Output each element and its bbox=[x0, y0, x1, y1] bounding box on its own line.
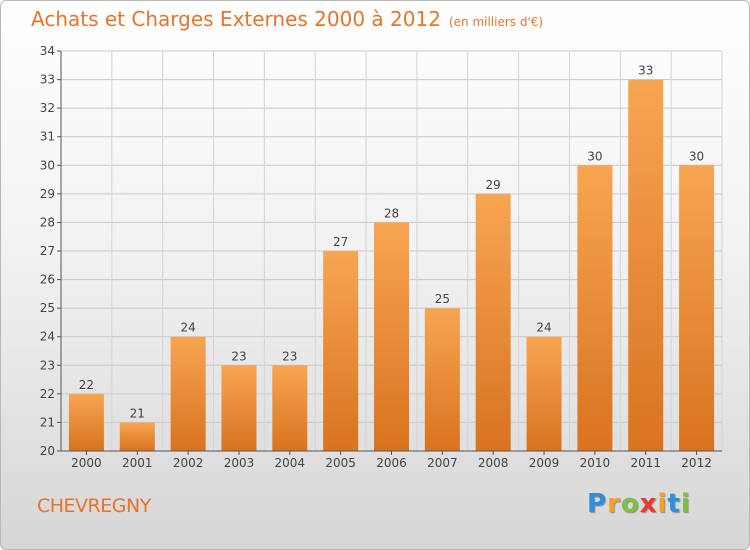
data-label: 25 bbox=[435, 292, 450, 306]
y-tick-label: 22 bbox=[40, 387, 55, 401]
y-tick-label: 26 bbox=[40, 273, 55, 287]
data-label: 24 bbox=[180, 321, 195, 335]
x-tick-label: 2009 bbox=[529, 456, 560, 470]
bar-2003 bbox=[221, 365, 257, 451]
x-tick-label: 2006 bbox=[376, 456, 407, 470]
bar-2006 bbox=[374, 222, 409, 451]
logo-letter: r bbox=[607, 489, 621, 519]
data-label: 22 bbox=[79, 378, 94, 392]
bar-2007 bbox=[424, 308, 460, 451]
y-tick-label: 30 bbox=[40, 158, 55, 172]
bar-2010 bbox=[577, 165, 613, 452]
logo-letter: x bbox=[639, 489, 658, 519]
x-tick-label: 2000 bbox=[71, 456, 102, 470]
y-tick-label: 21 bbox=[40, 415, 55, 429]
bar-2008 bbox=[475, 193, 511, 451]
logo-letter: P bbox=[587, 489, 608, 519]
title-text: Achats et Charges Externes 2000 à 2012 bbox=[31, 7, 441, 31]
x-tick-label: 2004 bbox=[275, 456, 306, 470]
y-tick-label: 32 bbox=[40, 101, 55, 115]
logo-letter: i bbox=[657, 489, 668, 519]
bar-2009 bbox=[526, 336, 562, 451]
y-tick-label: 33 bbox=[40, 73, 55, 87]
data-label: 21 bbox=[130, 406, 145, 420]
chart-subtitle: (en milliers d'€) bbox=[448, 15, 544, 29]
bar-2005 bbox=[323, 251, 359, 451]
x-tick-label: 2007 bbox=[427, 456, 458, 470]
bar-2004 bbox=[272, 365, 308, 451]
chart-title: Achats et Charges Externes 2000 à 2012 (e… bbox=[31, 7, 543, 31]
bar-2012 bbox=[679, 165, 715, 452]
data-label: 30 bbox=[587, 149, 602, 163]
y-tick-label: 23 bbox=[40, 358, 55, 372]
data-label: 27 bbox=[333, 235, 348, 249]
x-tick-label: 2003 bbox=[224, 456, 255, 470]
y-tick-label: 20 bbox=[40, 444, 55, 458]
bar-2000 bbox=[68, 393, 104, 451]
bar-2002 bbox=[170, 336, 206, 451]
y-tick-label: 27 bbox=[40, 244, 55, 258]
proxiti-logo: Proxiti bbox=[587, 489, 691, 519]
y-tick-label: 31 bbox=[40, 130, 55, 144]
x-tick-label: 2010 bbox=[580, 456, 611, 470]
x-tick-label: 2008 bbox=[478, 456, 509, 470]
data-label: 28 bbox=[384, 206, 399, 220]
data-label: 29 bbox=[486, 178, 501, 192]
bars bbox=[68, 79, 715, 452]
y-tick-label: 28 bbox=[40, 215, 55, 229]
y-tick-label: 25 bbox=[40, 301, 55, 315]
data-label: 23 bbox=[231, 349, 246, 363]
x-tick-label: 2001 bbox=[122, 456, 153, 470]
data-label: 23 bbox=[282, 349, 297, 363]
x-tick-label: 2012 bbox=[681, 456, 712, 470]
bar-2011 bbox=[628, 79, 664, 452]
city-name: CHEVREGNY bbox=[37, 495, 151, 517]
logo-letter: o bbox=[620, 489, 640, 519]
x-tick-label: 2005 bbox=[325, 456, 356, 470]
labels: 20 21 22 23 24 25 26 27 28 29 30 31 32 33 34 22 2000 21 20… bbox=[40, 44, 712, 470]
axes bbox=[57, 50, 722, 455]
logo-letter: t bbox=[667, 489, 681, 519]
x-tick-label: 2011 bbox=[630, 456, 661, 470]
bar-2001 bbox=[119, 422, 155, 451]
y-tick-label: 29 bbox=[40, 187, 55, 201]
logo-letter: i bbox=[680, 489, 691, 519]
x-tick-label: 2002 bbox=[173, 456, 204, 470]
data-label: 33 bbox=[638, 64, 653, 78]
y-tick-label: 24 bbox=[40, 330, 55, 344]
data-label: 24 bbox=[536, 321, 551, 335]
y-tick-label: 34 bbox=[40, 44, 55, 58]
data-label: 30 bbox=[689, 149, 704, 163]
